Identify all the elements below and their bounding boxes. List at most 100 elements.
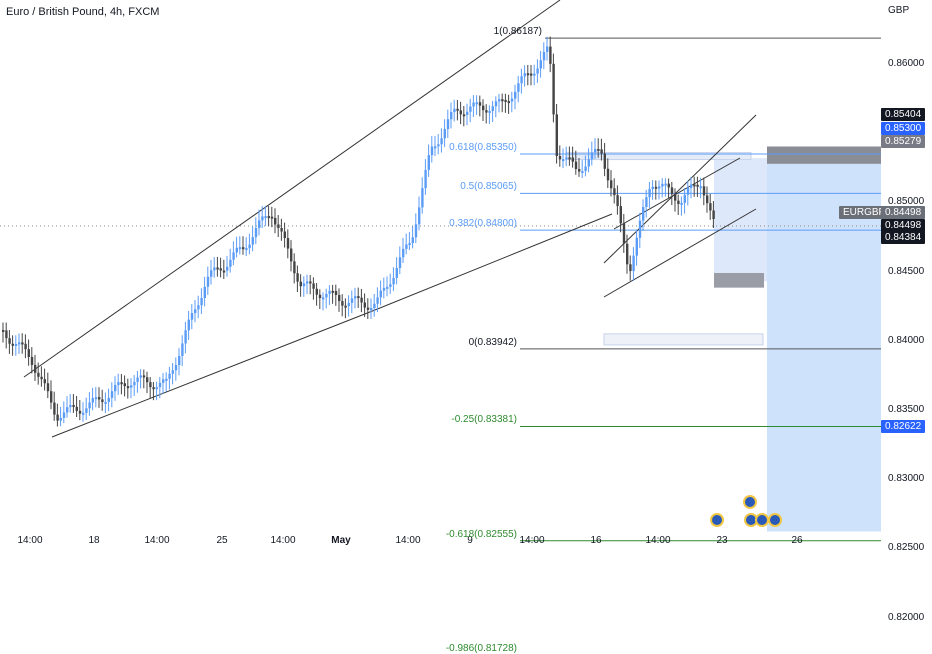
- price-tick: 0.82000: [888, 611, 925, 623]
- candle-body: [347, 302, 350, 307]
- fib-level-label: 0.382(0.84800): [449, 218, 517, 230]
- time-tick: 18: [88, 535, 100, 546]
- candle-body: [293, 261, 296, 274]
- fib-level-label: 0.618(0.85350): [449, 141, 517, 153]
- candle-body: [242, 247, 245, 250]
- candle-body: [488, 110, 491, 113]
- candle-body: [21, 342, 24, 345]
- candle-body: [229, 259, 232, 267]
- candle-body: [11, 343, 14, 346]
- price-tick: 0.83000: [888, 473, 925, 485]
- candle-body: [94, 397, 98, 400]
- candle-body: [165, 378, 168, 381]
- candle-body: [667, 183, 670, 188]
- candle-body: [395, 268, 398, 278]
- candle-body: [683, 194, 686, 203]
- target-zone: [767, 158, 881, 532]
- price-tick: 0.83500: [888, 404, 925, 415]
- flag-icon: [746, 515, 756, 525]
- candle-body: [133, 381, 136, 386]
- zones-layer: [565, 146, 881, 532]
- candle-body: [542, 51, 546, 61]
- candle-body: [158, 382, 162, 388]
- candle-body: [238, 247, 242, 250]
- candle-body: [530, 73, 533, 76]
- candle-body: [130, 385, 133, 388]
- candle-body: [85, 408, 88, 413]
- candle-body: [514, 91, 517, 99]
- candle-body: [606, 168, 610, 181]
- trend-line: [23, 0, 561, 378]
- candle-body: [267, 216, 270, 219]
- time-tick: 23: [716, 535, 728, 546]
- candle-body: [584, 166, 587, 172]
- demand-rect: [603, 333, 764, 346]
- candle-body: [546, 46, 549, 52]
- candle-body: [155, 387, 158, 390]
- candle-body: [712, 210, 715, 220]
- candle-body: [62, 412, 66, 418]
- candle-body: [600, 149, 603, 154]
- events-layer: [710, 495, 782, 527]
- chart-canvas[interactable]: [0, 0, 932, 550]
- candle-body: [437, 144, 440, 147]
- candle-body: [696, 184, 699, 187]
- candle-body: [456, 108, 459, 111]
- candle-body: [370, 308, 373, 311]
- chart-title: Euro / British Pound, 4h, FXCM: [6, 6, 160, 18]
- candle-body: [8, 338, 11, 344]
- candle-body: [322, 297, 325, 300]
- candle-body: [302, 283, 306, 287]
- candle-body: [379, 290, 382, 298]
- price-tag-zone: 0.85279: [881, 135, 926, 148]
- candle-body: [578, 169, 581, 172]
- candle-body: [146, 377, 149, 383]
- candle-body: [277, 224, 280, 229]
- candle-body: [603, 153, 606, 169]
- candle-body: [139, 375, 142, 378]
- candle-body: [27, 349, 30, 357]
- candle-body: [504, 99, 507, 102]
- candle-body: [232, 252, 235, 260]
- candle-body: [408, 243, 411, 246]
- candle-body: [613, 188, 616, 196]
- candle-body: [286, 238, 290, 249]
- candle-body: [274, 217, 277, 225]
- time-tick: 9: [467, 535, 473, 546]
- candle-body: [581, 171, 584, 174]
- candle-body: [462, 114, 466, 117]
- price-tag-last-dark: 0.84498: [881, 219, 926, 232]
- candle-body: [597, 148, 600, 151]
- candle-body: [296, 273, 299, 282]
- candle-body: [37, 372, 40, 377]
- candle-body: [315, 288, 318, 295]
- time-tick: May: [331, 535, 351, 546]
- candle-body: [418, 207, 421, 225]
- price-tag-entry-top: 0.85300: [881, 122, 926, 135]
- candle-body: [197, 305, 200, 310]
- candle-body: [190, 313, 194, 320]
- time-tick: 14:00: [270, 535, 296, 546]
- drawing-lines-layer: [0, 0, 881, 542]
- candle-body: [98, 397, 101, 400]
- candle-body: [114, 385, 117, 392]
- candle-body: [206, 276, 210, 287]
- candle-body: [440, 138, 443, 145]
- candle-body: [174, 365, 178, 371]
- trend-line: [379, 213, 613, 309]
- candle-body: [648, 188, 651, 198]
- candle-body: [331, 290, 334, 293]
- candle-body: [299, 281, 302, 287]
- candle-body: [510, 98, 514, 102]
- candle-body: [466, 111, 469, 116]
- time-tick: 14:00: [144, 535, 170, 546]
- candle-body: [702, 186, 706, 196]
- flag-icon: [712, 515, 722, 525]
- candle-body: [261, 216, 264, 221]
- candle-body: [187, 319, 190, 331]
- candle-body: [594, 148, 597, 153]
- candle-body: [421, 188, 424, 208]
- candle-body: [686, 187, 690, 195]
- symbol-tag: EURGBP: [839, 206, 890, 219]
- candle-body: [635, 237, 638, 256]
